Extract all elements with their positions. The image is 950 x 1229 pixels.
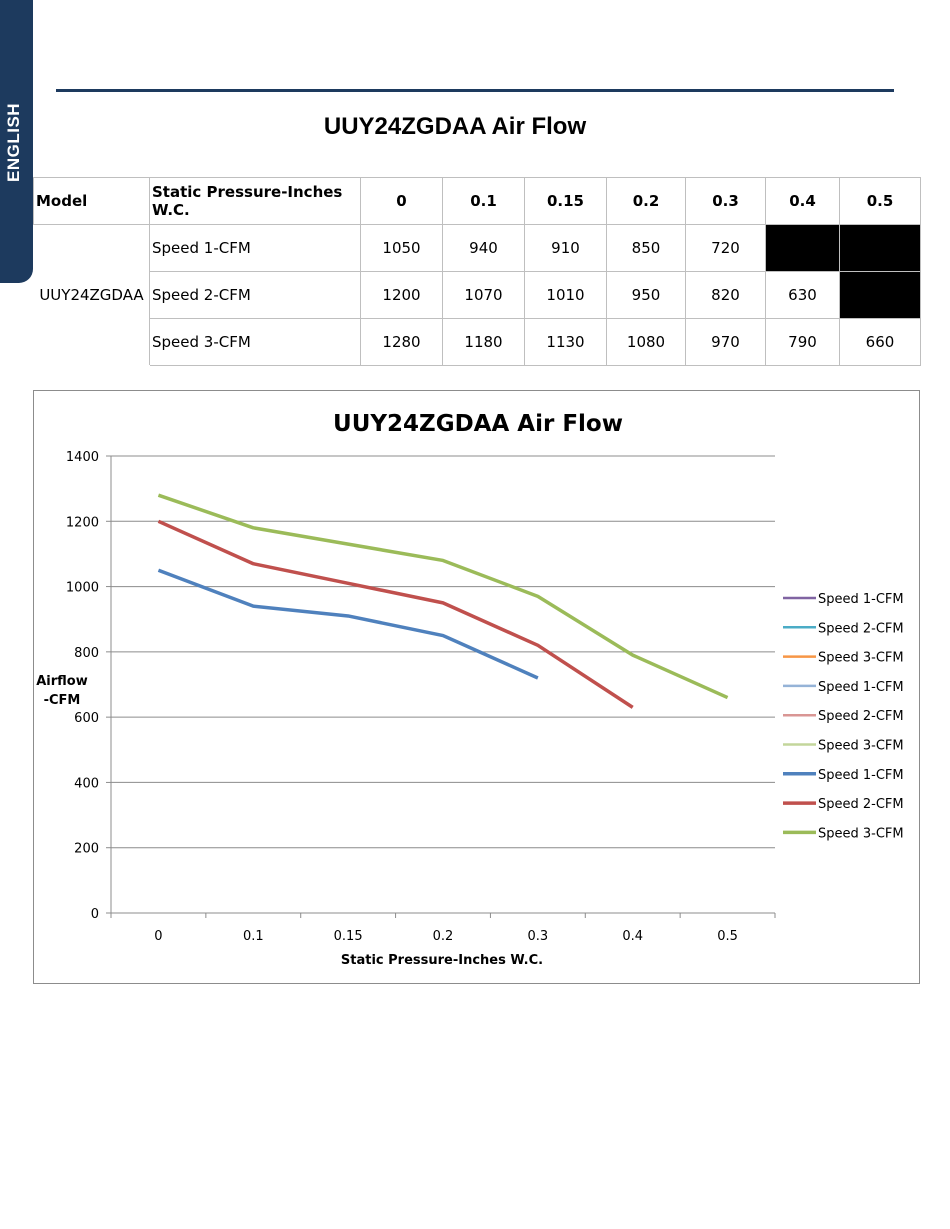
blank-cell [839, 224, 921, 272]
table-cell: 1180 [442, 318, 525, 366]
table-cell: 1280 [360, 318, 443, 366]
table-cell: 1130 [524, 318, 607, 366]
table-cell: 950 [606, 271, 686, 319]
y-tick-label: 1000 [66, 581, 99, 596]
legend-label: Speed 1-CFM [818, 680, 904, 695]
x-tick-label: 0.5 [717, 929, 738, 944]
header-cell: 0 [360, 177, 443, 225]
y-tick-label: 200 [74, 842, 99, 857]
table-cell: 1080 [606, 318, 686, 366]
legend-label: Speed 3-CFM [818, 651, 904, 666]
airflow-chart: UUY24ZGDAA Air Flow 0 200 400 600 800 1000 120… [33, 390, 920, 984]
header-static-pressure: Static Pressure-Inches W.C. [149, 177, 361, 225]
x-tick-label: 0.2 [433, 929, 454, 944]
table-row: UUY24ZGDAA Speed 1-CFM 1050 940 910 850 … [33, 224, 921, 366]
y-tick-label: 400 [74, 776, 99, 791]
row-label: Speed 1-CFM [149, 224, 361, 272]
table-header-row: Model Static Pressure-Inches W.C. 0 0.1 … [33, 177, 921, 225]
row-label: Speed 3-CFM [149, 318, 361, 366]
table-cell: 910 [524, 224, 607, 272]
legend-label: Speed 1-CFM [818, 768, 904, 783]
table-cell: 850 [606, 224, 686, 272]
table-cell: 940 [442, 224, 525, 272]
airflow-table: Model Static Pressure-Inches W.C. 0 0.1 … [33, 177, 921, 366]
grid-lines [111, 455, 775, 849]
x-tick-label: 0.3 [528, 929, 549, 944]
x-tick-label: 0.15 [334, 929, 363, 944]
table-cell: 660 [839, 318, 921, 366]
blank-cell [765, 224, 840, 272]
series-line-speed-2 [157, 519, 634, 709]
header-cell: 0.15 [524, 177, 607, 225]
legend-label: Speed 3-CFM [818, 739, 904, 754]
header-model: Model [33, 177, 150, 225]
legend-label: Speed 2-CFM [818, 709, 904, 724]
header-cell: 0.5 [839, 177, 921, 225]
chart-title: UUY24ZGDAA Air Flow [333, 411, 623, 437]
table-cell: 630 [765, 271, 840, 319]
language-tab: ENGLISH [0, 0, 33, 283]
table-cell: 1050 [360, 224, 443, 272]
x-tick-label: 0.4 [622, 929, 643, 944]
y-tick-label: 1400 [66, 450, 99, 465]
series-lines [157, 493, 729, 709]
series-line-speed-1 [157, 568, 539, 680]
y-tick-label: 600 [74, 711, 99, 726]
header-cell: 0.2 [606, 177, 686, 225]
table-cell: 1070 [442, 271, 525, 319]
y-axis-label-line2: -CFM [44, 693, 81, 708]
series-line-speed-3 [157, 493, 729, 700]
legend-label: Speed 1-CFM [818, 592, 904, 607]
legend-label: Speed 2-CFM [818, 797, 904, 812]
header-rule [56, 89, 894, 92]
table-row: Speed 2-CFM 1200 1070 1010 950 820 630 [34, 271, 921, 319]
header-cell: 0.4 [765, 177, 840, 225]
legend-label: Speed 3-CFM [818, 826, 904, 841]
table-cell: 1010 [524, 271, 607, 319]
axes: 0 200 400 600 800 1000 1200 1400 0 0.1 0.15 0.2 0.3 0… [66, 450, 776, 944]
x-tick-label: 0.1 [243, 929, 264, 944]
y-tick-label: 0 [91, 907, 99, 922]
page-title: UUY24ZGDAA Air Flow [323, 113, 587, 140]
y-tick-label: 800 [74, 646, 99, 661]
x-tick-label: 0 [154, 929, 162, 944]
y-axis-label-line1: Airflow [36, 674, 88, 689]
y-tick-label: 1200 [66, 515, 99, 530]
model-cell: UUY24ZGDAA [33, 224, 150, 366]
header-cell: 0.3 [685, 177, 766, 225]
legend: Speed 1-CFM Speed 2-CFM Speed 3-CFM Speed 1… [783, 592, 904, 841]
row-label: Speed 2-CFM [149, 271, 361, 319]
table-cell: 820 [685, 271, 766, 319]
table-cell: 790 [765, 318, 840, 366]
blank-cell [839, 271, 921, 319]
chart-canvas: UUY24ZGDAA Air Flow 0 200 400 600 800 1000 120… [36, 411, 904, 968]
table-row: Speed 3-CFM 1280 1180 1130 1080 970 790 … [34, 318, 921, 366]
header-cell: 0.1 [442, 177, 525, 225]
table-cell: 720 [685, 224, 766, 272]
table-cell: 1200 [360, 271, 443, 319]
legend-label: Speed 2-CFM [818, 621, 904, 636]
table-cell: 970 [685, 318, 766, 366]
x-axis-label: Static Pressure-Inches W.C. [341, 953, 543, 968]
